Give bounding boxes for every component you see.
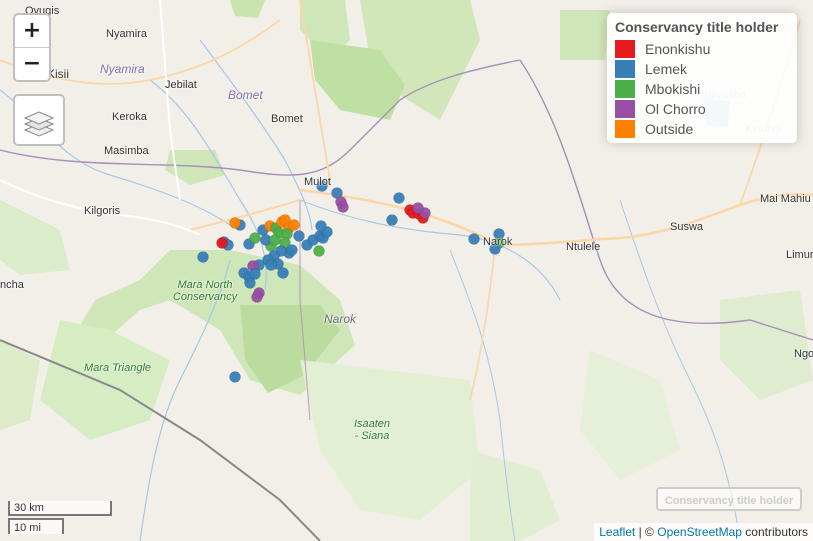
observation-marker[interactable] [286,244,298,256]
legend-swatch [615,120,635,138]
place-mara-triangle: Mara Triangle [84,362,152,374]
observation-marker[interactable] [265,259,277,271]
observation-marker[interactable] [251,291,263,303]
legend-label: Enonkishu [645,41,711,57]
place-isaaten-siana: Isaaten - Siana [353,418,391,442]
place-ngong: Ngo [794,348,813,360]
attribution-sep: | © [638,525,654,539]
place-ntulele: Ntulele [566,241,601,253]
zoom-control: + − [13,13,51,82]
legend-label: Mbokishi [645,81,701,97]
observation-marker[interactable] [249,268,261,280]
observation-marker[interactable] [288,219,300,231]
place-narok-region: Narok [324,312,357,326]
observation-marker[interactable] [269,234,281,246]
observation-marker[interactable] [244,277,256,289]
zoom-in-button[interactable]: + [15,15,49,48]
legend-label: Lemek [645,61,688,77]
layers-icon [23,111,55,137]
place-bomet-town: Bomet [271,113,303,125]
place-limuru: Limuru [786,249,813,261]
place-mulot: Mulot [304,176,331,188]
place-mara-north: Mara North Conservancy [172,279,238,303]
legend-swatch [615,40,635,58]
observation-marker[interactable] [316,180,328,192]
osm-link[interactable]: OpenStreetMap [657,525,742,539]
legend-item: Lemek [615,59,789,79]
observation-marker[interactable] [216,237,228,249]
legend-label: Ol Chorro [645,101,706,117]
observation-marker[interactable] [293,230,305,242]
place-jebilat: Jebilat [165,79,197,91]
attribution: Leaflet | © OpenStreetMap contributors [594,523,813,541]
observation-marker[interactable] [313,245,325,257]
place-kisii: Kisii [47,67,70,81]
observation-marker[interactable] [489,243,501,255]
place-ncha: ncha [0,279,24,291]
observation-marker[interactable] [277,267,289,279]
observation-marker[interactable] [249,232,261,244]
legend-title: Conservancy title holder [615,19,779,35]
place-keroka: Keroka [112,111,147,123]
observation-marker[interactable] [229,217,241,229]
observation-markers [197,180,505,383]
observation-marker[interactable] [229,371,241,383]
place-kilgoris: Kilgoris [84,205,121,217]
legend-item: Outside [615,119,789,139]
place-masimba: Masimba [104,145,149,157]
attribution-rest: contributors [745,525,808,539]
observation-marker[interactable] [197,251,209,263]
observation-marker[interactable] [412,202,424,214]
place-bomet-region: Bomet [228,88,263,102]
observation-marker[interactable] [468,233,480,245]
observation-marker[interactable] [337,201,349,213]
legend-toggle-button[interactable]: Conservancy title holder [656,487,802,511]
place-nyamira-region: Nyamira [100,62,145,76]
scale-bar-mi: 10 mi [8,518,64,534]
place-narok-town: Narok [483,236,513,248]
legend-label: Outside [645,121,694,137]
leaflet-link[interactable]: Leaflet [599,525,636,539]
zoom-out-button[interactable]: − [22,51,42,76]
place-mai-mahiu: Mai Mahiu [760,193,811,205]
place-nyamira-town: Nyamira [106,28,147,40]
legend-item: Ol Chorro [615,99,789,119]
legend: Conservancy title holder Enonkishu Lemek M… [607,13,797,143]
legend-item: Enonkishu [615,39,789,59]
observation-marker[interactable] [315,220,327,232]
observation-marker[interactable] [393,192,405,204]
scale-bar-km: 30 km [8,501,112,516]
legend-swatch [615,100,635,118]
layers-button[interactable] [13,94,65,146]
legend-swatch [615,60,635,78]
place-suswa: Suswa [670,221,704,233]
legend-item: Mbokishi [615,79,789,99]
legend-swatch [615,80,635,98]
observation-marker[interactable] [386,214,398,226]
